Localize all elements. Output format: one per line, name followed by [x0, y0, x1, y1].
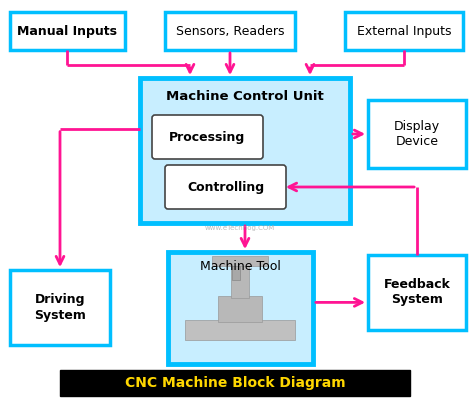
Bar — [10, 270, 110, 345]
Bar — [231, 262, 249, 298]
Text: Display
Device: Display Device — [394, 120, 440, 148]
Bar — [165, 12, 295, 50]
Text: Feedback
System: Feedback System — [383, 279, 450, 306]
Bar — [60, 370, 410, 396]
Bar — [140, 78, 350, 223]
Bar — [185, 320, 295, 340]
Bar — [168, 252, 313, 364]
Bar — [368, 100, 466, 168]
Text: External Inputs: External Inputs — [357, 24, 451, 38]
Text: Manual Inputs: Manual Inputs — [18, 24, 118, 38]
Text: Machine Tool: Machine Tool — [200, 259, 281, 273]
Bar — [345, 12, 463, 50]
Bar — [10, 12, 125, 50]
Text: www.eTechnog.COM: www.eTechnog.COM — [205, 225, 275, 231]
Text: CNC Machine Block Diagram: CNC Machine Block Diagram — [125, 376, 346, 390]
FancyBboxPatch shape — [152, 115, 263, 159]
Text: Processing: Processing — [169, 130, 246, 144]
Text: Driving
System: Driving System — [34, 294, 86, 322]
Text: Controlling: Controlling — [187, 180, 264, 194]
FancyBboxPatch shape — [165, 165, 286, 209]
Bar — [232, 266, 240, 280]
Bar — [212, 256, 268, 266]
Bar — [218, 296, 262, 322]
Text: Sensors, Readers: Sensors, Readers — [176, 24, 284, 38]
Text: Machine Control Unit: Machine Control Unit — [166, 89, 324, 103]
Bar — [368, 255, 466, 330]
